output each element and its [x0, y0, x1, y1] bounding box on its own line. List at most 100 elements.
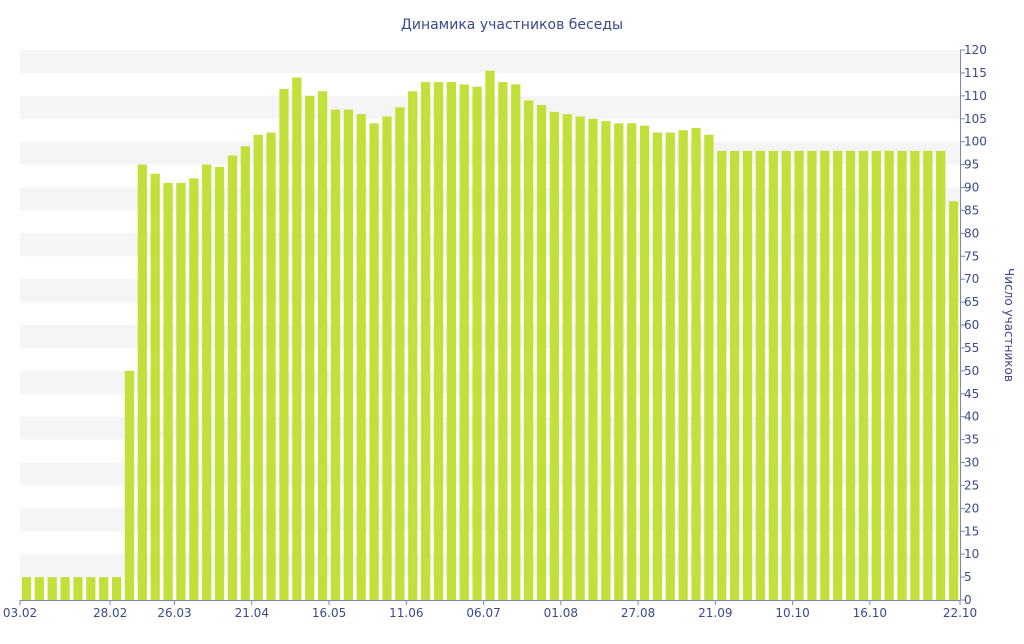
bar [395, 107, 405, 601]
y-tick-label: 30 [964, 456, 979, 470]
bar [202, 164, 212, 601]
bar [240, 146, 250, 600]
bar [665, 132, 675, 600]
bar [923, 150, 933, 601]
y-axis-ticks: 0 5 10 15 20 25 30 35 40 45 50 55 60 65 70 75 80 85 90 95 10… [960, 43, 987, 607]
bar [755, 150, 766, 601]
bar [34, 577, 44, 600]
y-tick-label: 115 [964, 66, 987, 80]
bar [137, 164, 147, 601]
x-tick-label: 21.04 [235, 606, 269, 620]
bar [910, 150, 920, 601]
bar [459, 84, 469, 600]
y-tick-label: 5 [964, 570, 972, 584]
bar [60, 577, 70, 600]
y-tick-label: 40 [964, 410, 979, 424]
bar [356, 114, 366, 601]
y-tick-label: 120 [964, 43, 987, 57]
bar [485, 70, 495, 600]
grid-band [20, 50, 960, 73]
bar [446, 82, 457, 601]
y-tick-label: 80 [964, 226, 979, 240]
bar [330, 109, 341, 600]
bar [562, 114, 572, 601]
y-tick-label: 75 [964, 249, 979, 263]
x-axis-ticks: 03.02 28.02 26.03 21.04 16.05 11.06 06.07 01.08… [3, 600, 977, 620]
bar [292, 77, 302, 600]
y-axis-label: Число участников [1002, 268, 1016, 382]
bar-series [21, 70, 959, 601]
bar [588, 118, 598, 600]
bar [601, 121, 611, 601]
bar [575, 116, 585, 600]
y-tick-label: 110 [964, 89, 987, 103]
bar [948, 201, 959, 600]
bar [742, 150, 753, 601]
bar [472, 86, 482, 600]
y-tick-label: 85 [964, 203, 979, 217]
chart-title: Динамика участников беседы [401, 17, 623, 33]
bar [691, 127, 701, 601]
bar [163, 182, 173, 600]
bar [730, 150, 740, 601]
bar [99, 577, 109, 600]
bar [420, 82, 431, 601]
x-tick-label: 06.07 [466, 606, 500, 620]
bar [21, 577, 32, 600]
bar [820, 150, 830, 601]
x-tick-label: 27.08 [621, 606, 655, 620]
bar [253, 134, 263, 600]
y-tick-label: 0 [964, 593, 972, 607]
x-tick-label: 21.09 [698, 606, 732, 620]
bar [86, 577, 96, 600]
bar [627, 123, 637, 600]
bar [614, 123, 624, 600]
y-tick-label: 35 [964, 433, 979, 447]
bar [382, 116, 392, 600]
bar [73, 577, 83, 600]
x-tick-label: 28.02 [93, 606, 127, 620]
bar [433, 82, 444, 601]
bar [266, 132, 276, 600]
bar [717, 150, 727, 601]
bar [794, 150, 804, 601]
y-tick-label: 95 [964, 158, 979, 172]
bar [227, 155, 238, 600]
bar [317, 91, 328, 600]
y-tick-label: 90 [964, 181, 979, 195]
bar [704, 134, 714, 600]
y-tick-label: 65 [964, 295, 979, 309]
y-tick-label: 55 [964, 341, 979, 355]
bar [858, 150, 869, 601]
bar [176, 182, 186, 600]
bar [871, 150, 881, 601]
bar [279, 88, 289, 600]
y-tick-label: 50 [964, 364, 979, 378]
x-tick-label: 03.02 [3, 606, 37, 620]
bar [845, 150, 856, 601]
x-tick-label: 16.05 [312, 606, 346, 620]
bar [305, 95, 315, 600]
bar [343, 109, 353, 600]
bar [536, 105, 547, 600]
y-tick-label: 100 [964, 135, 987, 149]
bar [498, 82, 508, 601]
bar [150, 173, 160, 600]
bar [884, 150, 894, 601]
bar [523, 100, 534, 601]
bar [47, 577, 57, 600]
bar [678, 130, 688, 601]
y-tick-label: 105 [964, 112, 987, 126]
y-tick-label: 25 [964, 478, 979, 492]
bar [511, 84, 521, 600]
bar [639, 125, 650, 600]
bar [124, 370, 135, 600]
bar [549, 111, 560, 600]
bar [111, 577, 122, 600]
bar [369, 123, 379, 600]
bar [214, 166, 225, 600]
x-tick-label: 26.03 [157, 606, 191, 620]
x-tick-label: 01.08 [544, 606, 578, 620]
y-tick-label: 70 [964, 272, 979, 286]
y-tick-label: 15 [964, 524, 979, 538]
